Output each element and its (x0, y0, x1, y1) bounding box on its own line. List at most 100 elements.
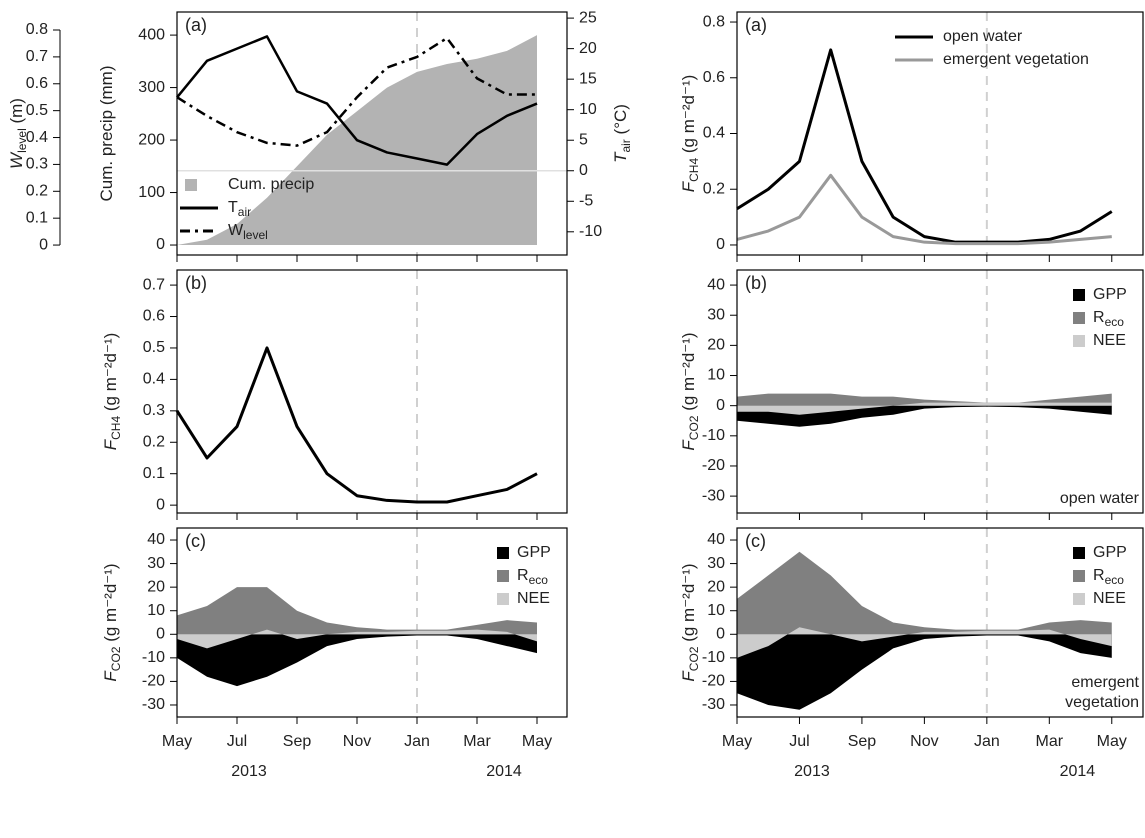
y-tick-label: 0 (156, 626, 165, 643)
y-tick-label: 20 (707, 337, 725, 354)
line (736, 48, 1113, 244)
y-axis-label-sub: CO2 (109, 646, 123, 671)
y-tick-label: -20 (702, 673, 725, 690)
legend-swatch (1073, 289, 1085, 301)
y2-tick-label: 10 (579, 101, 597, 118)
y-axis-label: FCH4 (g m⁻²d⁻¹) (101, 333, 123, 451)
line (176, 35, 538, 166)
legend-name: GPP (1093, 286, 1127, 303)
y2-tick-label: 5 (579, 131, 588, 148)
legend-swatch (1073, 593, 1085, 605)
y-tick-label: 30 (707, 306, 725, 323)
area (177, 634, 537, 687)
y2-tick-label: 25 (579, 9, 597, 26)
plot-frame (736, 269, 1144, 514)
panel-label: (a) (745, 15, 767, 35)
x-tick-label: Sep (283, 733, 312, 750)
y2-tick-label: 0 (579, 162, 588, 179)
legend-name: R (517, 567, 529, 584)
y-tick-label: 200 (138, 131, 165, 148)
y3-tick-label: 0.2 (26, 183, 48, 200)
y2-axis-label-main: T (611, 151, 630, 163)
y-tick-label: 30 (147, 555, 165, 572)
legend-swatch (1073, 312, 1085, 324)
legend-label: GPP (517, 544, 551, 561)
legend-label: NEE (1093, 590, 1126, 607)
y-axis-label-main: F (679, 180, 698, 192)
legend-label: Reco (517, 567, 548, 587)
y-axis-label: FCH4 (g m⁻²d⁻¹) (679, 75, 701, 193)
legend-label: GPP (1093, 286, 1127, 303)
legend-swatch (1073, 547, 1085, 559)
y2-axis-label-rest: (°C) (611, 104, 630, 139)
y3-tick-label: 0.3 (26, 156, 48, 173)
y-axis-label-main: F (679, 439, 698, 451)
area (177, 629, 537, 649)
y-tick-label: 0.6 (143, 308, 165, 325)
x-tick-label: Jan (404, 733, 430, 750)
y2-axis-label-sub: air (619, 139, 633, 152)
x-tick-label: Nov (910, 733, 938, 750)
annotation: emergent (1071, 674, 1139, 691)
line (175, 346, 538, 504)
legend-name: NEE (517, 590, 550, 607)
legend-label: Wlevel (228, 222, 268, 242)
x-tick-label: Sep (848, 733, 877, 750)
plot-frame (176, 527, 568, 718)
y-tick-label: 0 (156, 236, 165, 253)
y3-tick-label: 0.8 (26, 21, 48, 38)
y-axis-label-rest: (g m⁻²d⁻¹) (679, 75, 698, 158)
y3-axis-label-rest: (m) (7, 98, 26, 128)
y-tick-label: 0.4 (703, 125, 725, 142)
x-tick-label: Jul (227, 733, 247, 750)
y-tick-label: 0.5 (143, 339, 165, 356)
x-tick-label: Mar (463, 733, 491, 750)
y-axis-label-sub: CH4 (109, 416, 123, 440)
y2-tick-label: 15 (579, 70, 597, 87)
y-tick-label: 0.7 (143, 276, 165, 293)
y3-tick-label: 0.6 (26, 75, 48, 92)
y-tick-label: 10 (707, 367, 725, 384)
y-tick-label: 0 (716, 626, 725, 643)
x-tick-label: May (522, 733, 552, 750)
y-tick-label: 0.8 (703, 13, 725, 30)
legend-sub: eco (1105, 315, 1125, 329)
legend-name: NEE (1093, 590, 1126, 607)
y-tick-label: 100 (138, 184, 165, 201)
annotation: vegetation (1065, 694, 1139, 711)
y3-tick-label: 0.5 (26, 102, 48, 119)
y-tick-label: -10 (702, 649, 725, 666)
legend-label: open water (943, 28, 1023, 45)
y-axis-label-main: F (101, 670, 120, 682)
y-tick-label: 0 (716, 236, 725, 253)
y-tick-label: 400 (138, 26, 165, 43)
legend-name: open water (943, 28, 1023, 45)
x-tick-label: May (162, 733, 192, 750)
y-tick-label: 20 (147, 578, 165, 595)
legend-name: R (1093, 309, 1105, 326)
legend-label: emergent vegetation (943, 51, 1089, 68)
panel-label: (b) (745, 273, 767, 293)
y3-axis-label-sub: level (15, 128, 29, 153)
y3-tick-label: 0.7 (26, 48, 48, 65)
legend-label: Tair (228, 199, 251, 219)
y3-axis-label-main: W (7, 151, 26, 169)
y2-tick-label: -10 (579, 223, 602, 240)
y-tick-label: 40 (707, 531, 725, 548)
y-tick-label: -10 (702, 427, 725, 444)
y-tick-label: 10 (707, 602, 725, 619)
y-tick-label: -20 (142, 673, 165, 690)
y-tick-label: 0.4 (143, 371, 165, 388)
legend-swatch (497, 547, 509, 559)
y-axis-label-main: F (101, 438, 120, 450)
x-tick-label: May (1097, 733, 1127, 750)
y3-tick-label: 0 (39, 236, 48, 253)
plot-frame (176, 11, 568, 256)
legend-name: emergent vegetation (943, 51, 1089, 68)
y3-tick-label: 0.1 (26, 209, 48, 226)
y-tick-label: 40 (147, 531, 165, 548)
year-label: 2013 (794, 763, 830, 780)
legend-name: GPP (517, 544, 551, 561)
legend-label: NEE (517, 590, 550, 607)
y3-tick-label: 0.4 (26, 129, 48, 146)
